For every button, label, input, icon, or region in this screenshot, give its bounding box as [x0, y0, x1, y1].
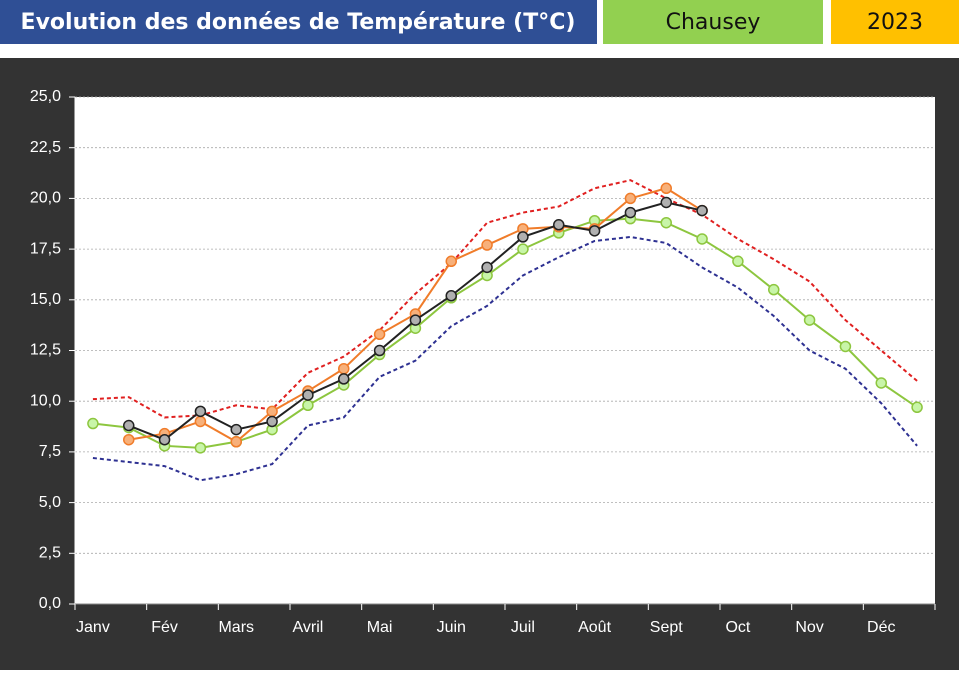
y-tick-label: 17,5 [30, 240, 61, 257]
series-marker [302, 389, 314, 401]
series-line [92, 179, 918, 419]
y-tick-label: 22,5 [30, 139, 61, 156]
series-marker [517, 243, 529, 255]
series-marker [158, 433, 171, 446]
series-marker [660, 196, 672, 209]
x-tick-label: Avril [293, 619, 324, 636]
series-marker [445, 255, 457, 268]
y-tick-label: 12,5 [30, 342, 61, 359]
series-marker [803, 314, 816, 326]
x-tick-label: Nov [795, 619, 823, 636]
y-tick-label: 7,5 [39, 443, 61, 460]
y-tick-label: 10,0 [30, 392, 61, 409]
y-tick-label: 25,0 [30, 88, 61, 105]
site-label: Chausey [666, 10, 761, 35]
series-marker [660, 216, 672, 229]
series-line [92, 217, 918, 449]
x-tick-label: Juil [511, 619, 535, 636]
x-tick-label: Oct [725, 619, 750, 636]
series-marker [553, 219, 565, 231]
series-marker [911, 401, 923, 414]
series-line [92, 235, 918, 482]
series-marker [194, 415, 207, 428]
series-marker [732, 255, 744, 268]
series-marker [338, 373, 350, 385]
title-box [0, 0, 597, 44]
series-marker [517, 231, 529, 243]
year-label: 2023 [867, 10, 923, 35]
series-marker [123, 419, 135, 432]
x-tick-label: Janv [76, 619, 110, 636]
series-marker [266, 415, 278, 428]
series-marker [624, 206, 637, 219]
series-marker [696, 204, 708, 217]
series-marker [302, 399, 314, 412]
x-tick-label: Mars [218, 619, 254, 636]
year-box [831, 0, 959, 44]
series-marker [87, 417, 99, 430]
series-marker [839, 340, 852, 353]
series-marker [588, 225, 601, 237]
series-marker [624, 192, 637, 205]
series-marker [768, 283, 780, 296]
series-marker [230, 436, 242, 448]
series-marker [373, 328, 386, 341]
y-tick-label: 0,0 [39, 595, 61, 612]
series-marker [445, 289, 457, 302]
series-marker [481, 239, 493, 251]
series-marker [123, 433, 135, 446]
x-tick-label: Juin [437, 619, 466, 636]
x-tick-label: Déc [867, 619, 895, 636]
series-marker [696, 233, 708, 245]
series-marker [373, 344, 386, 357]
series-marker [481, 261, 493, 274]
series-marker [230, 423, 242, 436]
x-tick-label: Sept [650, 619, 683, 636]
y-tick-label: 20,0 [30, 190, 61, 207]
y-tick-label: 15,0 [30, 291, 61, 308]
series-marker [194, 405, 207, 418]
y-tick-label: 2,5 [39, 545, 61, 562]
series-marker [338, 363, 350, 375]
x-tick-label: Août [578, 619, 611, 636]
site-box [603, 0, 823, 44]
chart-title: Evolution des données de Température (T°… [21, 10, 576, 35]
x-tick-label: Fév [151, 619, 178, 636]
series-marker [875, 377, 887, 389]
series-marker [409, 314, 422, 326]
series-marker [266, 405, 278, 418]
x-tick-label: Mai [367, 619, 393, 636]
series-marker [194, 442, 207, 454]
series-marker [660, 182, 672, 195]
y-tick-label: 5,0 [39, 494, 61, 511]
